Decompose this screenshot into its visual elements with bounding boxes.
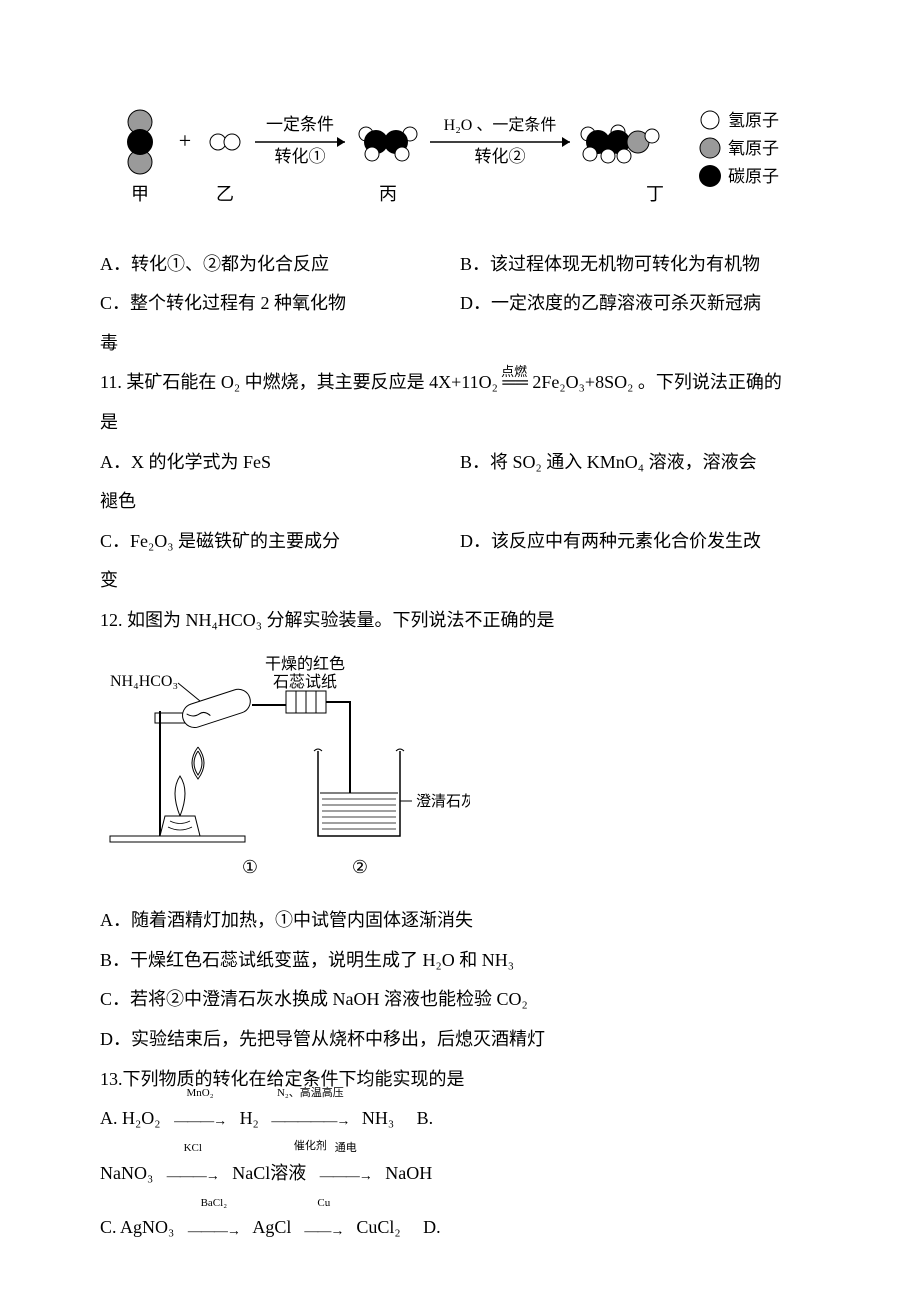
legend: 氢原子 氧原子 碳原子 xyxy=(699,111,779,187)
q11-opt-b: B．将 SO₂ 通入 KMnO₄ 溶液，溶液会 xyxy=(460,443,820,483)
label-yi: 乙 xyxy=(216,184,234,204)
litmus-l2: 石蕊试纸 xyxy=(273,673,337,691)
apparatus-diagram: NH₄HCO₃ 干燥的红色 石蕊试纸 xyxy=(100,651,470,881)
molecule-jia: 甲 xyxy=(127,110,153,204)
svg-text:一定条件: 一定条件 xyxy=(266,115,334,134)
q12-opt-c: C．若将②中澄清石灰水换成 NaOH 溶液也能检验 CO₂ xyxy=(100,980,820,1020)
q11-opt-c: C．Fe₂O₃ 是磁铁矿的主要成分 xyxy=(100,522,460,562)
svg-text:H₂O 、一定条件: H₂O 、一定条件 xyxy=(444,116,557,134)
q10-opt-d: D．一定浓度的乙醇溶液可杀灭新冠病 xyxy=(460,284,820,324)
q12-opt-d: D．实验结束后，先把导管从烧杯中移出，后熄灭酒精灯 xyxy=(100,1020,820,1060)
q13-opt-c: C. AgNO₃ BaCl₂———→ AgCl Cu——→ CuCl₂ D. xyxy=(100,1208,820,1249)
svg-text:氧原子: 氧原子 xyxy=(728,139,779,158)
label-bing: 丙 xyxy=(379,184,397,204)
label-jia: 甲 xyxy=(131,184,149,204)
q11-stem-post: 。下列说法正确的 xyxy=(638,372,782,392)
q10-opt-b: B．该过程体现无机物可转化为有机物 xyxy=(460,245,820,285)
nh4hco3-label: NH₄HCO₃ xyxy=(110,673,178,690)
q11-stem-cont: 是 xyxy=(100,403,820,443)
q11-stem: 11. 某矿石能在 O₂ 中燃烧，其主要反应是 点燃 4X+11O₂ ══ 2F… xyxy=(100,363,820,403)
molecule-yi: 乙 xyxy=(210,134,240,204)
label-circle-2: ② xyxy=(352,857,368,877)
q12-opt-b: B．干燥红色石蕊试纸变蓝，说明生成了 H₂O 和 NH₃ xyxy=(100,941,820,981)
svg-text:氢原子: 氢原子 xyxy=(728,111,779,130)
q12-stem: 12. 如图为 NH₄HCO₃ 分解实验装量。下列说法不正确的是 xyxy=(100,601,820,641)
q11-opt-d-cont: 变 xyxy=(100,561,820,601)
svg-text:转化②: 转化② xyxy=(475,147,526,166)
q11-opt-a: A．X 的化学式为 FeS xyxy=(100,443,460,483)
q13-opt-b: NaNO₃ KCl———→ NaCl溶液 通电———→ NaOH xyxy=(100,1154,820,1195)
molecule-bing: 丙 xyxy=(359,127,417,204)
label-ding: 丁 xyxy=(646,184,664,204)
plus-sign: + xyxy=(179,128,191,153)
q12-opt-a: A．随着酒精灯加热，①中试管内固体逐渐消失 xyxy=(100,901,820,941)
q11-opt-b-cont: 褪色 xyxy=(100,482,820,522)
molecule-ding: 丁 xyxy=(581,125,664,204)
litmus-l1: 干燥的红色 xyxy=(265,655,345,673)
q11-stem-pre: 11. 某矿石能在 O₂ 中燃烧，其主要反应是 xyxy=(100,372,425,392)
q11-options: A．X 的化学式为 FeS B．将 SO₂ 通入 KMnO₄ 溶液，溶液会 xyxy=(100,443,820,483)
limewater-label: 澄清石灰水 xyxy=(416,793,470,810)
molecule-conversion-diagram: 甲 + 乙 一定条件 转化① 丙 H₂O 、 xyxy=(100,100,820,220)
beaker xyxy=(314,749,404,836)
q10-opt-a: A．转化①、②都为化合反应 xyxy=(100,245,460,285)
q10-options: A．转化①、②都为化合反应 B．该过程体现无机物可转化为有机物 xyxy=(100,245,820,285)
arrow-2: H₂O 、一定条件 转化② xyxy=(430,116,570,166)
q11-equation: 点燃 4X+11O₂ ══ 2Fe₂O₃+8SO₂ xyxy=(429,372,638,392)
svg-text:转化①: 转化① xyxy=(275,147,326,166)
q11-opt-d: D．该反应中有两种元素化合价发生改 xyxy=(460,522,820,562)
svg-text:碳原子: 碳原子 xyxy=(728,167,779,186)
alcohol-lamp xyxy=(160,747,204,836)
label-circle-1: ① xyxy=(242,857,258,877)
q10-opt-c: C．整个转化过程有 2 种氧化物 xyxy=(100,284,460,324)
q13-opt-a: A. H₂O₂ MnO₂———→ H₂ N₂、高温高压—————→催化剂 NH₃… xyxy=(100,1099,820,1140)
q10-opt-d-cont: 毒 xyxy=(100,324,820,364)
arrow-1: 一定条件 转化① xyxy=(255,115,345,166)
